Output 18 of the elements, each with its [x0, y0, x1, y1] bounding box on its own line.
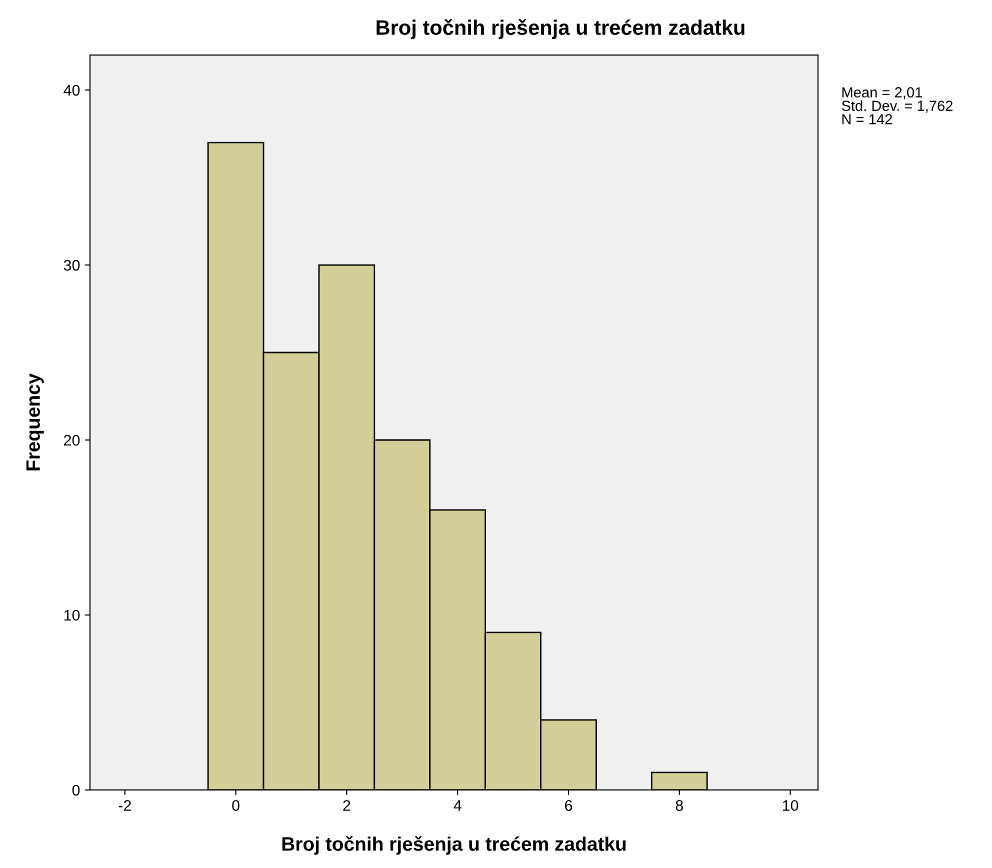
x-axis-title: Broj točnih rješenja u trećem zadatku	[282, 836, 626, 855]
text: Mean = 2,01	[842, 87, 922, 100]
chart-title: Broj točnih rješenja u trećem zadatku	[376, 19, 744, 40]
x-tick-label: 8	[676, 800, 683, 811]
y-tick-label: 30	[64, 260, 80, 271]
y-tick-label: 40	[64, 84, 80, 96]
text: N = 142	[842, 114, 892, 124]
y-tick-label: 20	[64, 434, 80, 446]
x-tick-label: -2	[118, 800, 131, 811]
y-tick-label: 0	[72, 784, 80, 796]
y-tick-label: 10	[64, 610, 80, 621]
x-tick-label: 0	[232, 800, 240, 811]
x-tick-label: 4	[454, 800, 462, 811]
text: Std. Dev. = 1,762	[842, 100, 952, 113]
x-tick-label: 10	[782, 800, 798, 811]
x-tick-label: 6	[565, 800, 572, 811]
y-axis-title: Frequency	[26, 373, 44, 470]
x-tick-label: 2	[343, 800, 350, 811]
